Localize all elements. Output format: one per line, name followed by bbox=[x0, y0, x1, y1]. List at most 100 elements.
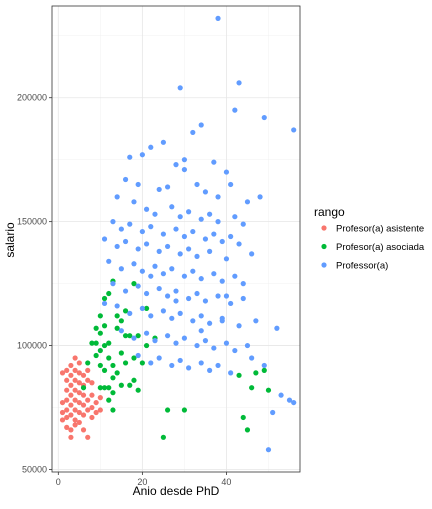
data-point bbox=[68, 427, 74, 433]
data-point bbox=[85, 360, 91, 366]
data-point bbox=[211, 271, 217, 277]
data-point bbox=[68, 434, 74, 440]
data-point bbox=[211, 231, 217, 237]
data-point bbox=[228, 181, 234, 188]
data-point bbox=[64, 424, 70, 430]
data-point bbox=[249, 355, 255, 361]
data-point bbox=[194, 290, 200, 297]
data-point bbox=[118, 318, 124, 324]
data-point bbox=[194, 253, 200, 259]
legend-label: Profesor(a) asociada bbox=[336, 242, 425, 253]
data-point bbox=[207, 248, 213, 254]
data-point bbox=[110, 407, 116, 413]
data-point bbox=[118, 328, 124, 334]
data-point bbox=[89, 392, 95, 398]
data-point bbox=[177, 85, 183, 91]
data-point bbox=[114, 313, 120, 319]
data-point bbox=[177, 357, 183, 364]
data-point bbox=[80, 412, 87, 418]
data-point bbox=[110, 375, 116, 381]
data-point bbox=[85, 434, 91, 440]
data-point bbox=[202, 338, 209, 344]
legend-key bbox=[321, 262, 327, 268]
data-point bbox=[131, 377, 137, 383]
data-point bbox=[211, 345, 217, 351]
data-point bbox=[59, 399, 66, 406]
data-point bbox=[118, 350, 124, 356]
data-point bbox=[59, 409, 66, 416]
data-point bbox=[198, 216, 204, 222]
data-point bbox=[164, 293, 171, 299]
y-tick-label: 200000 bbox=[17, 93, 47, 103]
data-point bbox=[59, 417, 66, 423]
data-point bbox=[85, 367, 91, 373]
data-point bbox=[143, 241, 150, 247]
data-point bbox=[215, 293, 221, 299]
data-point bbox=[64, 367, 70, 373]
data-point bbox=[148, 224, 154, 230]
data-point bbox=[261, 114, 267, 121]
data-point bbox=[186, 209, 192, 215]
data-point bbox=[186, 246, 192, 252]
data-point bbox=[240, 281, 246, 287]
data-point bbox=[232, 347, 238, 354]
data-point bbox=[215, 362, 221, 369]
data-point bbox=[110, 219, 116, 225]
data-point bbox=[76, 360, 82, 366]
data-point bbox=[101, 295, 108, 302]
data-point bbox=[93, 399, 99, 406]
data-point bbox=[160, 434, 166, 440]
data-point bbox=[135, 246, 141, 252]
data-point bbox=[106, 258, 112, 264]
data-point bbox=[106, 397, 112, 403]
legend-key bbox=[321, 225, 327, 231]
data-point bbox=[93, 325, 99, 331]
data-point bbox=[202, 298, 209, 304]
data-point bbox=[236, 241, 242, 247]
data-point bbox=[72, 387, 78, 393]
data-point bbox=[80, 385, 87, 391]
data-point bbox=[131, 199, 137, 205]
data-point bbox=[223, 340, 230, 346]
data-point bbox=[127, 154, 133, 160]
data-point bbox=[223, 169, 230, 175]
data-point bbox=[68, 372, 74, 378]
data-point bbox=[93, 340, 99, 346]
data-point bbox=[228, 233, 234, 240]
data-point bbox=[114, 243, 120, 250]
data-point bbox=[106, 290, 112, 297]
data-point bbox=[232, 273, 238, 279]
data-point bbox=[110, 281, 116, 287]
data-point bbox=[72, 397, 78, 403]
data-point bbox=[97, 313, 103, 319]
data-point bbox=[59, 370, 66, 376]
data-point bbox=[215, 194, 221, 200]
data-point bbox=[93, 352, 99, 359]
data-point bbox=[110, 390, 116, 396]
data-point bbox=[177, 251, 183, 257]
data-point bbox=[219, 318, 225, 324]
data-point bbox=[160, 139, 166, 145]
data-point bbox=[139, 305, 145, 312]
data-point bbox=[97, 385, 103, 391]
data-point bbox=[139, 228, 145, 235]
data-point bbox=[64, 387, 70, 393]
data-point bbox=[236, 80, 242, 86]
data-point bbox=[152, 211, 158, 217]
data-point bbox=[143, 342, 150, 349]
data-point bbox=[156, 355, 162, 361]
data-point bbox=[72, 407, 78, 413]
legend-label: Profesor(a) asistente bbox=[336, 224, 424, 235]
data-point bbox=[190, 268, 196, 274]
data-point bbox=[215, 219, 221, 225]
data-point bbox=[68, 412, 74, 418]
data-point bbox=[68, 382, 74, 388]
data-point bbox=[80, 392, 87, 398]
data-point bbox=[240, 295, 246, 302]
data-point bbox=[194, 342, 200, 349]
legend-key bbox=[321, 243, 327, 250]
data-point bbox=[207, 211, 213, 217]
data-point bbox=[114, 325, 120, 331]
data-point bbox=[232, 107, 238, 113]
